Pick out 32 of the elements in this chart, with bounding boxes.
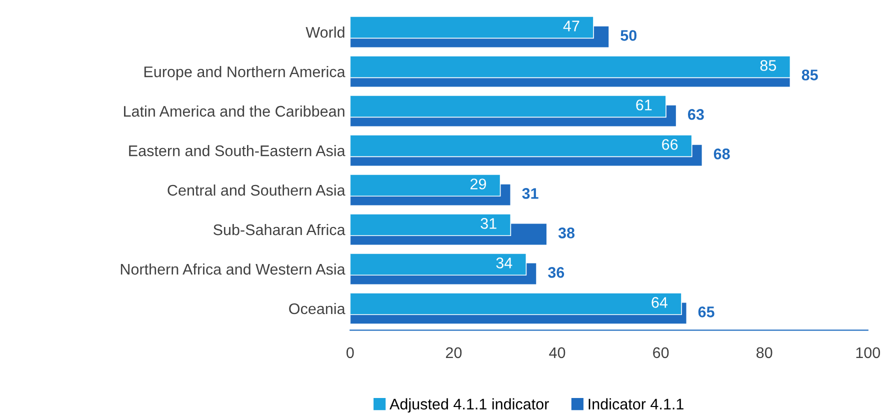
x-tick-label: 60	[653, 347, 669, 358]
y-tick-label: Oceania	[289, 302, 346, 314]
data-label: 85	[760, 60, 776, 71]
legend-label: Adjusted 4.1.1 indicator	[390, 398, 549, 413]
data-label: 31	[522, 188, 538, 199]
data-label: 34	[496, 258, 512, 268]
x-tick-label: 40	[549, 347, 566, 358]
data-label: 64	[652, 297, 668, 308]
data-label: 65	[698, 306, 714, 318]
data-label: 29	[470, 178, 486, 190]
data-label: 47	[563, 20, 580, 32]
data-label: 61	[636, 100, 652, 110]
y-tick-label: Sub-Saharan Africa	[214, 224, 346, 236]
data-label: 38	[558, 228, 575, 238]
data-label: 36	[548, 267, 564, 278]
data-label: 68	[714, 148, 730, 160]
y-tick-label: Northern Africa and Western Asia	[120, 263, 346, 275]
x-tick-label: 20	[446, 347, 462, 358]
x-tick-label: 0	[346, 347, 354, 358]
data-label: 31	[480, 218, 496, 229]
data-label: 63	[688, 109, 704, 120]
y-tick-label: Central and Southern Asia	[168, 184, 346, 196]
y-tick-label: World	[306, 26, 344, 38]
data-label: 85	[802, 70, 818, 80]
data-label: 66	[662, 139, 678, 150]
y-tick-label: Eastern and South-Eastern Asia	[129, 144, 346, 156]
data-label: 50	[620, 30, 636, 41]
legend-label: Indicator 4.1.1	[588, 398, 684, 410]
x-tick-label: 80	[756, 347, 772, 358]
x-tick-label: 100	[856, 347, 880, 358]
y-tick-label: Latin America and the Caribbean	[124, 106, 344, 117]
y-tick-label: Europe and Northern America	[144, 66, 346, 80]
